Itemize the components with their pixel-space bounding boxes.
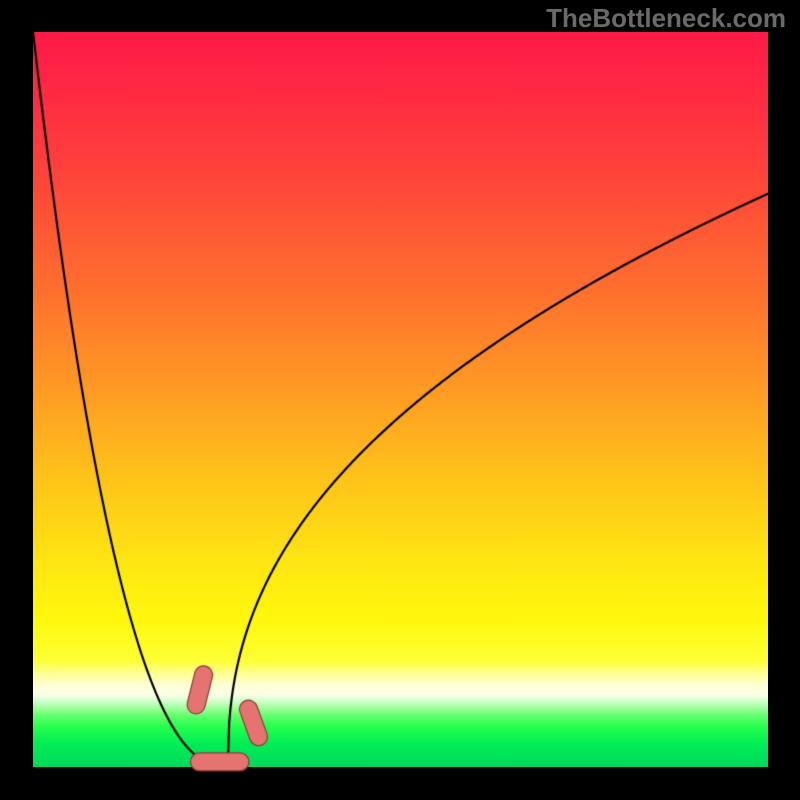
chart-container: TheBottleneck.com: [0, 0, 800, 800]
bottleneck-curve-canvas: [0, 0, 800, 800]
watermark-label: TheBottleneck.com: [546, 3, 786, 34]
